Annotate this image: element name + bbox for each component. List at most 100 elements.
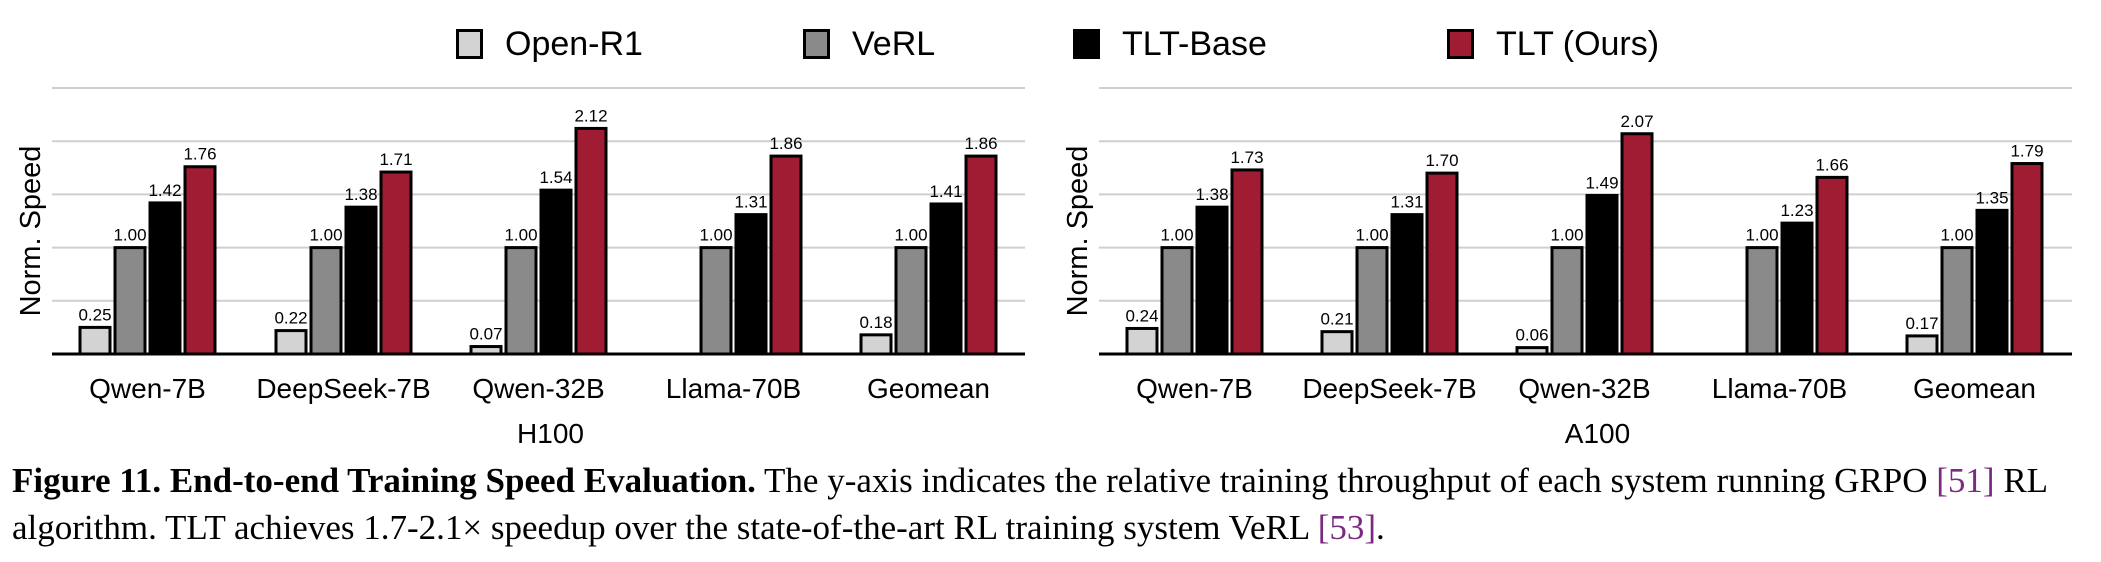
legend-swatch-tlt-ours xyxy=(1447,29,1474,59)
data-label: 1.54 xyxy=(539,168,572,187)
caption-text: RL algorithm. TLT achieves 1.7-2.1× spee… xyxy=(12,461,2047,547)
bar-tlt-ours xyxy=(1815,175,1849,356)
data-label: 0.22 xyxy=(274,309,307,328)
bar-verl xyxy=(1355,246,1389,356)
bar-tlt-ours xyxy=(1230,168,1264,356)
data-label: 0.17 xyxy=(1905,314,1938,333)
x-tick-label: Qwen-7B xyxy=(89,373,206,404)
legend-item-tlt-base: TLT-Base xyxy=(1073,24,1267,64)
data-label: 2.12 xyxy=(574,106,607,125)
data-label: 1.00 xyxy=(894,226,927,245)
data-label: 1.00 xyxy=(1745,226,1778,245)
bar-open-r1 xyxy=(859,333,893,356)
data-label: 1.00 xyxy=(113,226,146,245)
legend-label: Open-R1 xyxy=(505,24,643,63)
data-label: 0.21 xyxy=(1320,310,1353,329)
bar-verl xyxy=(1550,246,1584,356)
bar-tlt-base xyxy=(539,188,573,356)
citation-link[interactable]: [51] xyxy=(1936,461,1995,500)
citation-link[interactable]: [53] xyxy=(1317,508,1376,547)
data-label: 1.49 xyxy=(1585,173,1618,192)
data-label: 1.00 xyxy=(1940,226,1973,245)
x-tick-label: Qwen-32B xyxy=(472,373,604,404)
bar-tlt-base xyxy=(1390,213,1424,356)
caption-title: Figure 11. End-to-end Training Speed Eva… xyxy=(12,461,756,500)
bar-tlt-ours xyxy=(379,170,413,356)
data-label: 1.86 xyxy=(769,134,802,153)
data-label: 1.00 xyxy=(1160,226,1193,245)
legend-swatch-tlt-base xyxy=(1073,29,1100,59)
bar-open-r1 xyxy=(1125,326,1159,356)
data-label: 1.35 xyxy=(1975,188,2008,207)
legend-item-open-r1: Open-R1 xyxy=(456,24,643,64)
legend-item-tlt-ours: TLT (Ours) xyxy=(1447,24,1659,64)
data-label: 0.25 xyxy=(78,305,111,324)
data-label: 1.76 xyxy=(183,145,216,164)
bar-tlt-base xyxy=(929,202,963,356)
x-tick-label: Geomean xyxy=(1913,373,2036,404)
legend-label: TLT (Ours) xyxy=(1496,24,1660,63)
bar-tlt-ours xyxy=(183,165,217,356)
bar-verl xyxy=(894,246,928,356)
legend-label: TLT-Base xyxy=(1122,24,1267,63)
bar-open-r1 xyxy=(274,329,308,356)
x-tick-label: Qwen-32B xyxy=(1518,373,1650,404)
legend-item-verl: VeRL xyxy=(803,24,935,64)
data-label: 1.79 xyxy=(2010,142,2043,161)
x-tick-label: DeepSeek-7B xyxy=(256,373,430,404)
data-label: 1.00 xyxy=(699,226,732,245)
bar-tlt-base xyxy=(148,201,182,356)
data-label: 1.00 xyxy=(504,226,537,245)
x-tick-label: Qwen-7B xyxy=(1136,373,1253,404)
data-label: 1.42 xyxy=(148,181,181,200)
chart-h100: 0.25 1.00 1.421.76 Qwen-7B 0.22 1.00 1.381.71 D… xyxy=(15,87,1025,449)
x-tick-label: Geomean xyxy=(867,373,990,404)
y-axis-title: Norm. Speed xyxy=(15,146,47,317)
data-label: 0.07 xyxy=(469,325,502,344)
bar-verl xyxy=(699,246,733,356)
caption-text: The y-axis indicates the relative traini… xyxy=(755,461,1937,500)
data-label: 1.38 xyxy=(344,185,377,204)
data-label: 1.00 xyxy=(1355,226,1388,245)
data-label: 1.38 xyxy=(1195,185,1228,204)
bar-verl xyxy=(309,246,343,356)
bar-open-r1 xyxy=(78,325,112,356)
data-label: 1.73 xyxy=(1230,148,1263,167)
x-tick-label: DeepSeek-7B xyxy=(1302,373,1476,404)
data-label: 1.71 xyxy=(379,150,412,169)
data-label: 1.70 xyxy=(1425,151,1458,170)
data-label: 0.06 xyxy=(1515,326,1548,345)
data-label: 1.00 xyxy=(309,226,342,245)
bar-tlt-base xyxy=(1975,208,2009,356)
x-axis-title: A100 xyxy=(1565,418,1630,449)
bar-verl xyxy=(1160,246,1194,356)
data-label: 1.41 xyxy=(929,182,962,201)
x-tick-label: Llama-70B xyxy=(1712,373,1847,404)
bar-tlt-ours xyxy=(1620,132,1654,356)
bar-open-r1 xyxy=(1320,330,1354,356)
bar-verl xyxy=(504,246,538,356)
bar-verl xyxy=(113,246,147,356)
legend: Open-R1 VeRL TLT-Base TLT (Ours) xyxy=(0,0,2101,80)
bar-tlt-base xyxy=(1195,205,1229,356)
data-label: 0.24 xyxy=(1125,306,1158,325)
x-tick-label: Llama-70B xyxy=(666,373,801,404)
data-label: 1.00 xyxy=(1550,226,1583,245)
legend-swatch-verl xyxy=(803,29,830,59)
bar-verl xyxy=(1745,246,1779,356)
data-label: 1.23 xyxy=(1780,201,1813,220)
data-label: 1.31 xyxy=(1390,193,1423,212)
data-label: 2.07 xyxy=(1620,112,1653,131)
bar-tlt-ours xyxy=(769,154,803,356)
legend-swatch-open-r1 xyxy=(456,29,483,59)
bar-verl xyxy=(1940,246,1974,356)
y-axis-title: Norm. Speed xyxy=(1062,146,1094,317)
chart-a100: 0.241.001.381.73Qwen-7B0.211.001.311.70D… xyxy=(1062,87,2072,449)
data-label: 1.31 xyxy=(734,193,767,212)
bar-open-r1 xyxy=(1905,334,1939,356)
bar-tlt-ours xyxy=(574,126,608,356)
bar-tlt-base xyxy=(1585,193,1619,356)
x-axis-title: H100 xyxy=(517,418,584,449)
data-label: 1.66 xyxy=(1815,155,1848,174)
data-label: 0.18 xyxy=(859,313,892,332)
